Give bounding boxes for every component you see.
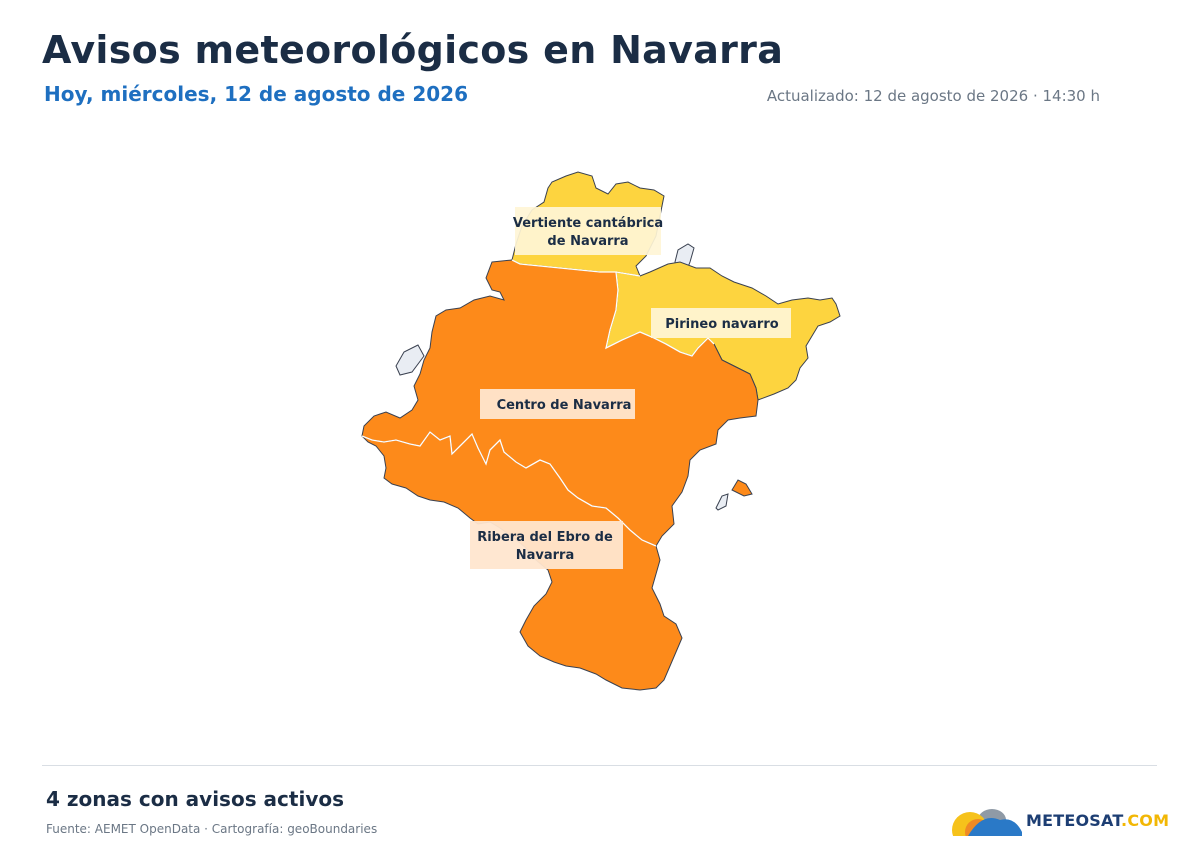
enclave-orange[interactable] (731, 479, 753, 497)
label-vertiente-cantabrica: Vertiente cantábrica de Navarra (513, 207, 663, 255)
zone-label-text: de Navarra (547, 234, 628, 249)
date-subtitle: Hoy, miércoles, 12 de agosto de 2026 (44, 82, 468, 106)
page-title: Avisos meteorológicos en Navarra (42, 28, 784, 72)
updated-timestamp: Actualizado: 12 de agosto de 2026 · 14:3… (766, 87, 1100, 105)
sun-cloud-icon (952, 809, 1022, 836)
zone-label-text: Vertiente cantábrica (513, 216, 663, 231)
meteosat-logo[interactable]: METEOSAT.COM (948, 806, 1169, 836)
logo-text-com: .COM (1121, 811, 1170, 830)
label-centro-navarra: Centro de Navarra (480, 389, 635, 419)
zone-label-text: Navarra (516, 548, 575, 563)
label-ribera-ebro: Ribera del Ebro de Navarra (470, 521, 623, 569)
active-zones-count: 4 zonas con avisos activos (46, 787, 345, 811)
neighbor-territory (715, 493, 729, 511)
zone-boundaries (361, 259, 715, 547)
zone-label-text: Centro de Navarra (497, 398, 632, 413)
neighbor-territory (395, 344, 425, 376)
data-source-credit: Fuente: AEMET OpenData · Cartografía: ge… (46, 822, 378, 836)
zone-label-text: Ribera del Ebro de (477, 530, 613, 545)
label-pirineo-navarro: Pirineo navarro (651, 308, 791, 338)
zone-label-text: Pirineo navarro (665, 317, 778, 332)
logo-text-meteosat: METEOSAT (1026, 811, 1122, 830)
footer-divider (42, 765, 1157, 766)
